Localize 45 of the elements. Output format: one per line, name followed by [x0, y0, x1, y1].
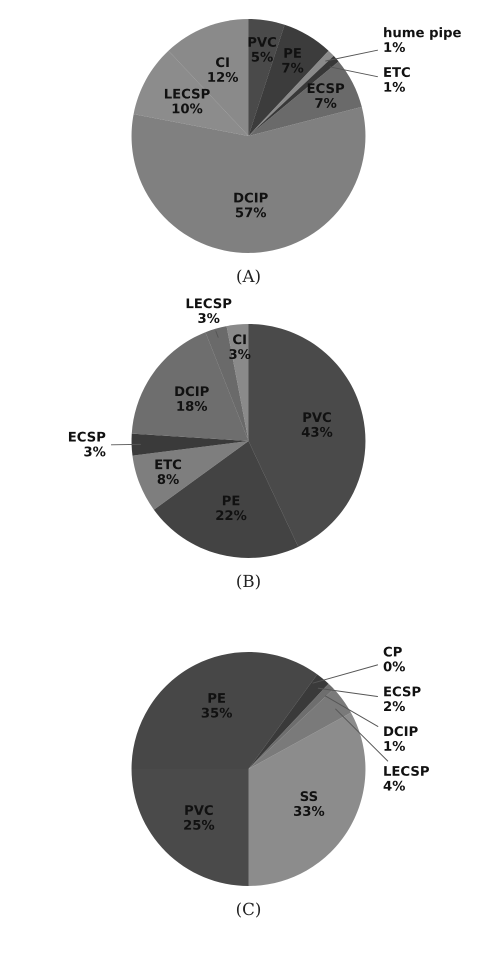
slice-label: DCIP: [175, 386, 209, 396]
slice-label: DCIP: [384, 726, 418, 736]
data-label: 2%: [384, 701, 405, 712]
slice-label: DCIP: [234, 192, 268, 203]
slice-label: LECSP: [164, 88, 210, 99]
slice-label: ECSP: [384, 686, 421, 696]
pie-slice: [226, 324, 248, 441]
slice-label: CI: [233, 334, 246, 344]
slice-label: CI: [216, 57, 229, 68]
data-label: 1%: [384, 42, 405, 52]
text: (A): [237, 269, 260, 285]
data-label: 5%: [252, 52, 273, 62]
pie-slice: [132, 441, 248, 510]
data-label: 57%: [236, 207, 266, 218]
slice-label: hume pipe: [384, 27, 461, 40]
slice-label: ETC: [384, 67, 410, 78]
pie-slice: [248, 61, 362, 136]
slice-label: PVC: [185, 805, 213, 816]
data-label: 7%: [315, 98, 336, 108]
data-label: 1%: [384, 82, 405, 92]
data-label: 18%: [177, 400, 208, 411]
pie-slice: [248, 712, 366, 886]
slice-label: LECSP: [186, 298, 232, 308]
data-label: 3%: [198, 313, 220, 324]
text: (B): [237, 574, 260, 590]
slice-label: PVC: [248, 36, 276, 47]
data-label: 1%: [384, 740, 405, 751]
data-label: 3%: [84, 446, 106, 456]
data-label: 33%: [294, 806, 324, 816]
slice-label: LECSP: [384, 766, 429, 776]
slice-label: ETC: [155, 459, 182, 470]
data-label: 10%: [172, 103, 202, 114]
slice-label: SS: [300, 791, 318, 802]
text: (C): [236, 902, 260, 918]
slice-label: ECSP: [68, 432, 106, 442]
data-label: 12%: [208, 72, 238, 82]
data-label: 43%: [302, 426, 332, 437]
data-label: 25%: [184, 820, 214, 830]
category-label: CP: [384, 646, 402, 657]
data-label: 3%: [229, 349, 250, 360]
data-label: 4%: [384, 780, 405, 791]
text: 0%: [384, 661, 405, 672]
slice-label: ECSP: [308, 83, 344, 94]
slice-label: PVC: [303, 412, 331, 422]
data-label: 8%: [158, 474, 179, 484]
